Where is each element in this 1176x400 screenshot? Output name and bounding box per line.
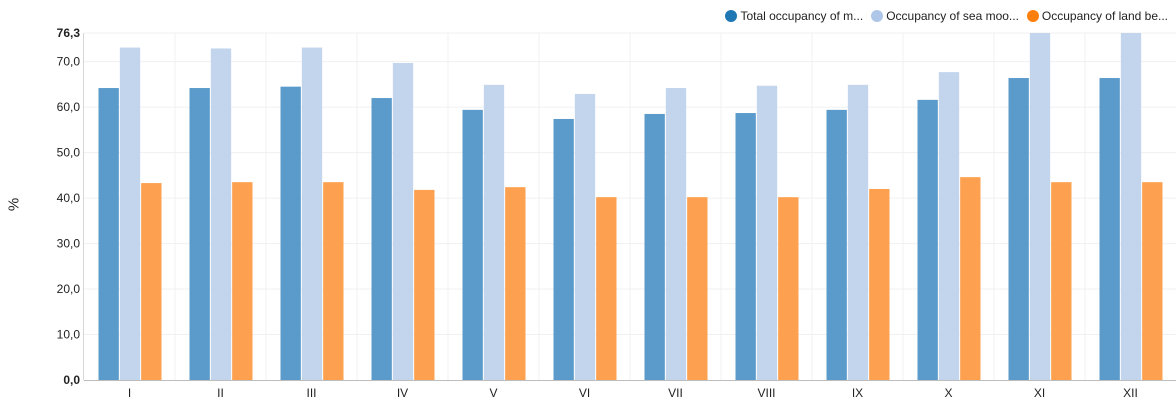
bar-series-1-IV[interactable]	[392, 63, 414, 381]
bar-series-0-II[interactable]	[189, 88, 210, 380]
y-tick-label: 40,0	[57, 191, 81, 205]
legend-label-land-berths: Occupancy of land be...	[1041, 9, 1168, 23]
bar-series-2-III[interactable]	[323, 182, 344, 380]
bar-series-0-IX[interactable]	[826, 109, 847, 380]
legend-label-total-occupancy: Total occupancy of m...	[740, 9, 864, 23]
y-tick-label: 30,0	[57, 237, 81, 251]
legend-swatch-total-occupancy	[725, 10, 738, 22]
x-tick-label: X	[944, 386, 952, 400]
bar-series-1-VIII[interactable]	[756, 85, 778, 380]
x-tick-label: I	[128, 386, 131, 400]
x-tick-label: VI	[579, 386, 590, 400]
legend-swatch-sea-moorings	[871, 10, 884, 22]
bar-series-2-XI[interactable]	[1051, 182, 1072, 380]
x-tick-label: XII	[1123, 386, 1138, 400]
bar-series-2-I[interactable]	[141, 183, 162, 380]
y-tick-label: 60,0	[57, 100, 81, 114]
bar-series-2-X[interactable]	[960, 177, 981, 380]
x-tick-label: III	[306, 386, 316, 400]
bar-series-1-XII[interactable]	[1120, 33, 1142, 380]
legend-swatch-land-berths	[1026, 10, 1039, 22]
x-tick-label: IV	[397, 386, 408, 400]
legend-label-sea-moorings: Occupancy of sea moo...	[886, 9, 1019, 23]
bar-series-1-X[interactable]	[938, 72, 960, 381]
y-tick-label: 76,3	[57, 26, 81, 40]
y-tick-label: 0,0	[63, 373, 80, 387]
bar-series-2-VIII[interactable]	[778, 197, 799, 380]
x-tick-label: IX	[852, 386, 863, 400]
x-tick-label: XI	[1034, 386, 1045, 400]
bar-series-1-III[interactable]	[301, 47, 323, 381]
bar-series-0-VI[interactable]	[553, 118, 574, 380]
bar-series-0-V[interactable]	[462, 109, 483, 380]
bar-series-2-VI[interactable]	[596, 197, 617, 380]
bar-series-1-VI[interactable]	[574, 93, 596, 380]
bars	[98, 33, 1163, 381]
bar-series-1-IX[interactable]	[847, 84, 869, 381]
legend-item-sea-moorings[interactable]: Occupancy of sea moo...	[871, 9, 1019, 23]
bar-series-2-VII[interactable]	[687, 197, 708, 380]
bar-series-1-II[interactable]	[210, 48, 232, 380]
bar-series-0-I[interactable]	[98, 88, 119, 380]
bar-series-0-III[interactable]	[280, 86, 301, 380]
bar-series-2-V[interactable]	[505, 187, 526, 380]
legend-item-total-occupancy[interactable]: Total occupancy of m...	[725, 9, 863, 23]
x-tick-label: V	[489, 386, 497, 400]
bar-series-0-X[interactable]	[917, 99, 938, 380]
bar-series-0-XI[interactable]	[1008, 78, 1029, 380]
bar-series-1-V[interactable]	[483, 84, 505, 381]
y-tick-label: 10,0	[57, 328, 81, 342]
bar-series-2-IV[interactable]	[414, 189, 435, 380]
bar-series-2-IX[interactable]	[869, 188, 890, 380]
legend-item-land-berths[interactable]: Occupancy of land be...	[1026, 9, 1168, 23]
bar-series-0-XII[interactable]	[1099, 78, 1120, 380]
chart-legend: Total occupancy of m... Occupancy of sea…	[717, 9, 1168, 23]
axes: 0,010,020,030,040,050,060,070,076,3I II II…	[57, 26, 1176, 400]
bar-series-0-IV[interactable]	[371, 98, 392, 381]
bar-series-1-VII[interactable]	[665, 88, 687, 380]
x-tick-label: II	[217, 386, 224, 400]
grid-lines	[84, 32, 1176, 380]
y-tick-label: 70,0	[57, 55, 81, 69]
x-tick-label: VII	[668, 386, 683, 400]
bar-series-2-XII[interactable]	[1142, 182, 1163, 380]
bar-series-1-XI[interactable]	[1029, 33, 1051, 380]
x-tick-label: VIII	[757, 386, 775, 400]
bar-series-0-VIII[interactable]	[735, 113, 756, 381]
bar-series-0-VII[interactable]	[644, 113, 665, 380]
y-tick-label: 50,0	[57, 146, 81, 160]
bar-series-2-II[interactable]	[232, 182, 253, 380]
y-tick-label: 20,0	[57, 282, 81, 296]
bar-series-1-I[interactable]	[119, 47, 141, 381]
